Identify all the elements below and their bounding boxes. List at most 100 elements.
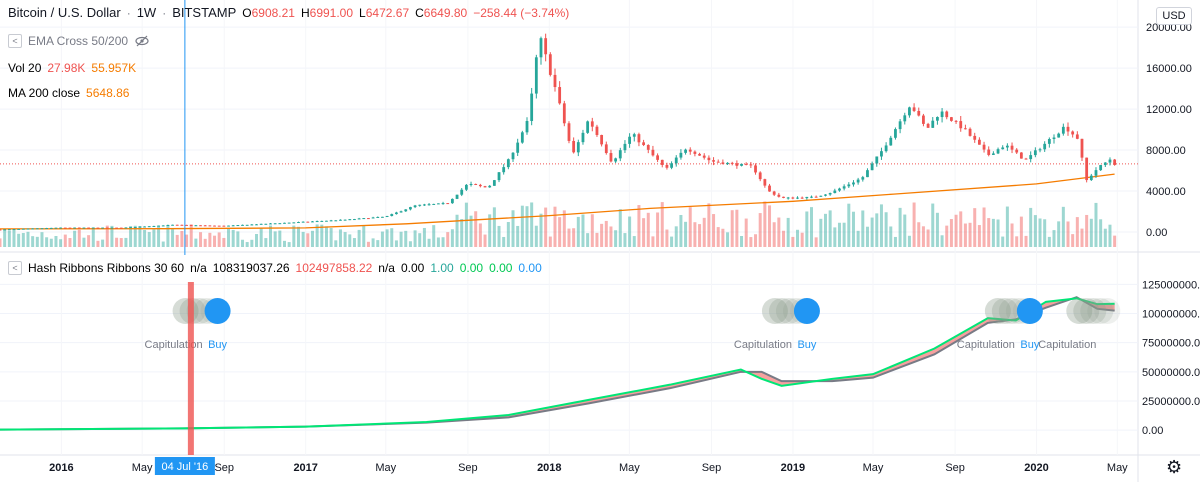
candle-body [870, 163, 874, 171]
candle-body [646, 145, 650, 150]
candle-body [273, 223, 277, 225]
candle-body [31, 228, 35, 230]
settings-gear-icon[interactable]: ⚙ [1166, 457, 1183, 477]
volume-bar [893, 236, 897, 247]
volume-bar [366, 241, 370, 247]
candle-body [464, 184, 468, 190]
volume-bar [595, 232, 599, 247]
candle-body [68, 227, 72, 229]
candle-body [474, 183, 478, 185]
volume-bar [870, 217, 874, 247]
candle-body [455, 194, 459, 199]
hash-na-2: n/a [378, 261, 395, 275]
volume-bar [782, 230, 786, 247]
time-tick-label: 2017 [293, 462, 317, 474]
candle-body [548, 54, 552, 75]
candle-body [222, 225, 226, 227]
candle-body [642, 142, 645, 146]
volume-bar [637, 205, 641, 247]
candle-body [73, 227, 77, 229]
candle-body [511, 152, 515, 160]
volume-bar [7, 230, 11, 247]
candle-body [105, 227, 109, 229]
volume-bar [394, 240, 398, 247]
buy-circle [204, 298, 231, 324]
ema-legend[interactable]: < EMA Cross 50/200 [8, 34, 150, 48]
candle-body [217, 225, 221, 227]
collapse-icon[interactable]: < [8, 34, 22, 48]
volume-bar [837, 222, 841, 247]
volume-bar [945, 225, 949, 247]
candle-body [987, 149, 991, 155]
volume-bar [329, 228, 333, 247]
crosshair-date-label: 04 Jul '16 [162, 461, 209, 473]
symbol-legend: Bitcoin / U.S. Dollar · 1W · BITSTAMP O6… [8, 5, 570, 20]
candle-body [954, 120, 958, 122]
collapse-icon[interactable]: < [8, 261, 22, 275]
candle-body [684, 149, 687, 153]
volume-bar [119, 238, 123, 247]
candle-body [1005, 145, 1009, 148]
volume-bar [833, 227, 837, 247]
volume-bar [889, 226, 893, 247]
candle-body [264, 223, 268, 225]
candle-body [842, 186, 846, 189]
ema-label: EMA Cross 50/200 [28, 34, 129, 48]
volume-bar [180, 231, 184, 247]
candle-body [166, 224, 170, 226]
candle-body [315, 221, 319, 223]
volume-bar [534, 225, 538, 247]
volume-bar [684, 221, 688, 247]
volume-bar [199, 232, 203, 247]
volume-bar [185, 234, 189, 247]
volume-bar [656, 212, 660, 247]
volume-bar [1015, 236, 1019, 247]
candle-body [810, 196, 813, 198]
volume-legend[interactable]: Vol 20 27.98K 55.957K [8, 61, 136, 75]
candle-body [824, 194, 827, 196]
candle-body [894, 129, 897, 138]
ma-legend[interactable]: MA 200 close 5648.86 [8, 86, 129, 100]
candle-body [726, 162, 729, 165]
hash-ribbons-legend[interactable]: < Hash Ribbons Ribbons 30 60 n/a 1083190… [8, 261, 542, 275]
volume-bar [749, 237, 753, 247]
volume-bar [259, 228, 263, 247]
candle-body [516, 142, 520, 153]
candle-body [800, 197, 804, 199]
candle-body [385, 215, 389, 217]
candle-body [744, 163, 748, 165]
symbol-name: Bitcoin / U.S. Dollar [8, 5, 121, 20]
hash-value-6: 0.00 [489, 261, 513, 275]
volume-bar [721, 228, 725, 247]
volume-bar [758, 213, 762, 247]
exchange: BITSTAMP [172, 5, 237, 20]
price-tick-label: 0.00 [1146, 227, 1167, 239]
volume-bar [264, 238, 268, 247]
volume-bar [786, 217, 790, 247]
buy-label: Buy [797, 339, 816, 351]
candle-body [763, 179, 767, 186]
volume-bar [376, 240, 380, 247]
volume-bar [707, 203, 711, 247]
time-tick-label: Sep [702, 462, 722, 474]
volume-bar [152, 229, 156, 247]
volume-bar [315, 224, 319, 247]
candle-body [632, 134, 636, 137]
volume-bar [278, 230, 282, 247]
candle-body [82, 227, 86, 229]
volume-bar [814, 237, 818, 247]
candle-body [213, 225, 216, 227]
hash-tick-label: 50000000.00 [1142, 367, 1200, 379]
candle-body [674, 157, 678, 164]
candle-body [945, 111, 949, 118]
currency-badge[interactable]: USD [1156, 7, 1192, 25]
candle-body [852, 182, 855, 185]
volume-bar [740, 236, 744, 247]
candle-body [702, 155, 706, 158]
volume-bar [530, 202, 534, 247]
hash-tick-label: 25000000.00 [1142, 396, 1200, 408]
volume-bar [679, 214, 683, 247]
crosshair: 04 Jul '16 [154, 0, 215, 475]
eye-crossed-icon[interactable] [134, 35, 150, 47]
